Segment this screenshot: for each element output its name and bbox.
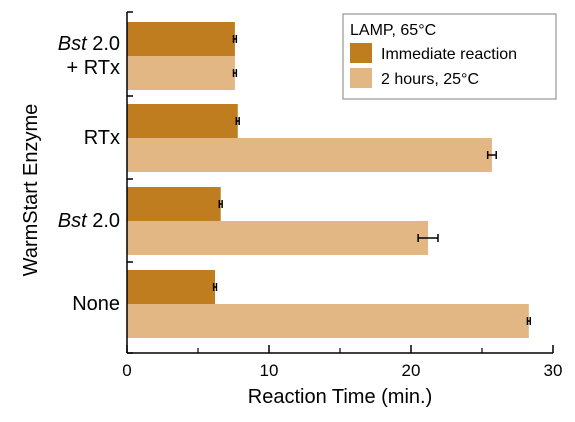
bar-2-hours-0 [127,56,235,90]
y-tick-label-text: None [72,293,120,315]
bars-group [127,22,532,338]
x-tick-label: 10 [260,361,279,380]
x-tick-label: 0 [122,361,131,380]
y-tick-label: RTx [10,126,120,150]
y-tick-label: None [10,292,120,316]
legend-swatch-2-hours [350,68,372,88]
legend-swatch-immediate [350,43,372,63]
x-axis-label: Reaction Time (min.) [248,386,433,408]
legend-title: LAMP, 65°C [350,22,436,39]
error-bar [526,317,532,325]
error-bar [218,200,223,208]
error-bar [235,117,240,125]
legend-box [342,13,557,100]
x-tick-label: 30 [544,361,563,380]
y-tick-labels: Bst 2.0 + RTx RTx Bst 2.0 None [0,0,120,360]
y-tick-label-text: 2.0 [86,210,120,232]
error-bar [232,35,238,43]
error-bar [417,234,439,242]
x-tick-label: 20 [402,361,421,380]
y-tick-label-text: 2.0 [86,33,120,55]
error-bar [212,283,218,291]
bar-2-hours-1 [127,138,492,172]
bar-2-hours-3 [127,304,529,338]
legend: LAMP, 65°C Immediate reaction 2 hours, 2… [342,13,557,100]
bar-2-hours-2 [127,221,429,255]
y-tick-label: + RTx [10,56,120,80]
y-tick-label-text: RTx [83,127,120,149]
legend-label-immediate: Immediate reaction [381,46,517,63]
y-tick-label: Bst 2.0 [10,32,120,56]
bar-immediate-2 [127,187,221,221]
error-bar [486,151,497,159]
bar-immediate-1 [127,104,238,138]
legend-label-2-hours: 2 hours, 25°C [381,71,479,88]
y-tick-label-italic: Bst [57,33,87,55]
axes-group: 0 10 20 30 [122,11,563,380]
bar-immediate-3 [127,270,216,304]
y-tick-label-italic: Bst [57,210,87,232]
error-bar [232,69,238,77]
y-axis-label: WarmStart Enzyme [20,104,42,277]
bar-immediate-0 [127,22,235,56]
y-tick-label: Bst 2.0 [10,209,120,233]
y-tick-label-text: + RTx [66,57,120,79]
